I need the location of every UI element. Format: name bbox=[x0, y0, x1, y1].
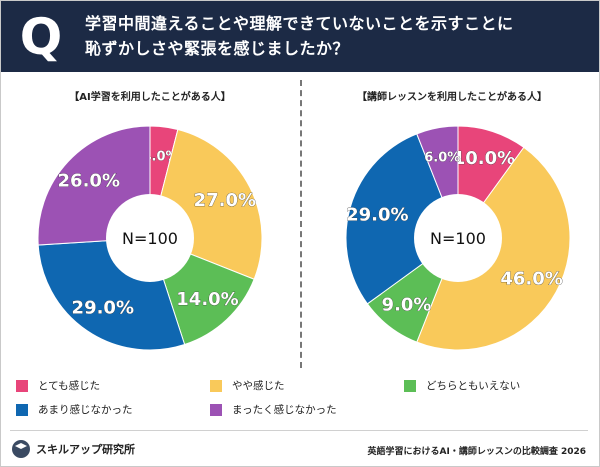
legend-swatch-somewhat bbox=[210, 379, 222, 392]
question-title-line1: 学習中間違えることや理解できていないことを示すことに bbox=[85, 14, 514, 33]
tutor-label-very: 10.0% bbox=[453, 148, 515, 169]
legend-swatch-neutral bbox=[404, 379, 416, 392]
legend-item-not-at-all: まったく感じなかった bbox=[210, 402, 337, 417]
legend-label-not-much: あまり感じなかった bbox=[38, 404, 133, 416]
legend: とても感じた やや感じた どちらともいえない あまり感じなかった まったく感じな… bbox=[16, 374, 586, 424]
legend-item-somewhat: やや感じた bbox=[210, 378, 285, 393]
tutor-label-somewhat: 46.0% bbox=[500, 268, 562, 289]
tutor-slice-not-much bbox=[345, 133, 459, 305]
brand-name: スキルアップ研究所 bbox=[36, 443, 135, 456]
ai-label-not-much: 29.0% bbox=[72, 297, 134, 318]
ai-label-somewhat: 27.0% bbox=[194, 190, 256, 211]
legend-label-somewhat: やや感じた bbox=[232, 380, 285, 392]
legend-swatch-not-much bbox=[16, 403, 28, 416]
q-icon: Q bbox=[19, 8, 63, 66]
footer-divider bbox=[10, 430, 588, 431]
chart-divider bbox=[300, 80, 302, 368]
question-title-line2: 恥ずかしさや緊張を感じましたか？ bbox=[85, 39, 350, 58]
graduation-cap-icon bbox=[12, 440, 30, 458]
question-title: 学習中間違えることや理解できていないことを示すことに 恥ずかしさや緊張を感じまし… bbox=[85, 11, 585, 61]
tutor-center-label: N=100 bbox=[430, 229, 486, 248]
right-chart-title: 【講師レッスンを利用したことがある人】 bbox=[357, 92, 547, 103]
legend-item-neutral: どちらともいえない bbox=[404, 378, 520, 393]
ai-donut-hole bbox=[106, 194, 194, 282]
ai-center-label: N=100 bbox=[122, 229, 178, 248]
legend-label-neutral: どちらともいえない bbox=[426, 380, 521, 392]
legend-label-very: とても感じた bbox=[38, 380, 101, 392]
tutor-label-neutral: 9.0% bbox=[382, 294, 432, 315]
legend-label-not-at-all: まったく感じなかった bbox=[232, 404, 337, 416]
legend-swatch-not-at-all bbox=[210, 403, 222, 416]
left-chart-title: 【AI学習を利用したことがある人】 bbox=[69, 92, 231, 103]
tutor-donut-hole bbox=[414, 194, 502, 282]
brand: スキルアップ研究所 bbox=[12, 440, 135, 458]
ai-label-neutral: 14.0% bbox=[176, 289, 238, 310]
legend-item-not-much: あまり感じなかった bbox=[16, 402, 133, 417]
legend-swatch-very bbox=[16, 379, 28, 392]
tutor-label-not-at-all: 6.0% bbox=[424, 150, 460, 165]
legend-item-very: とても感じた bbox=[16, 378, 100, 393]
question-header: Q 学習中間違えることや理解できていないことを示すことに 恥ずかしさや緊張を感じ… bbox=[1, 1, 599, 72]
tutor-label-not-much: 29.0% bbox=[346, 205, 408, 226]
ai-label-not-at-all: 26.0% bbox=[58, 170, 120, 191]
source-note: 英語学習におけるAI・講師レッスンの比較調査 2026 bbox=[367, 447, 587, 457]
